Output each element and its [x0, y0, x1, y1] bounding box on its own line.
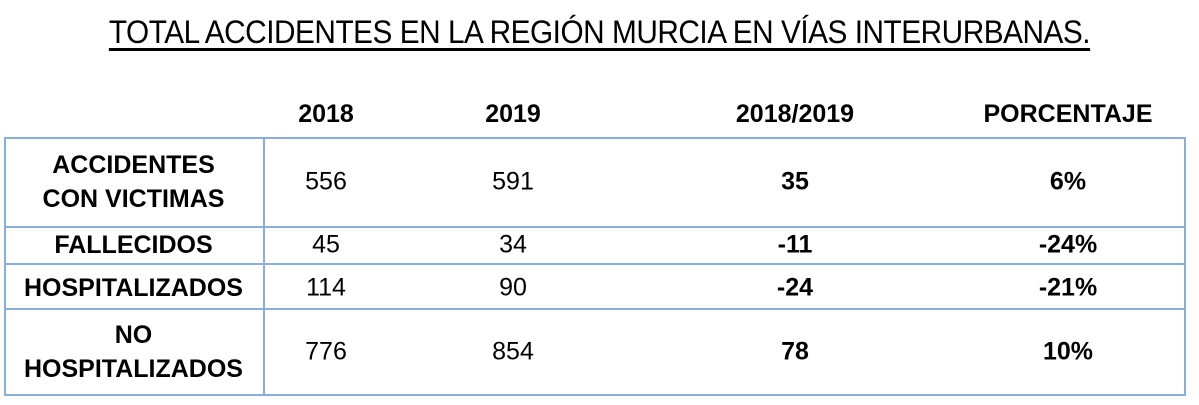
row-label-no-hospitalizados: NO HOSPITALIZADOS [24, 321, 243, 383]
row-label-fallecidos: FALLECIDOS [54, 231, 213, 259]
table-header: 2018 2019 2018/2019 PORCENTAJE [0, 100, 1199, 136]
row-label-accidentes: ACCIDENTES CON VICTIMAS [42, 151, 225, 213]
column-header-difference: 2018/2019 [735, 100, 855, 128]
cell-difference: 35 [781, 167, 809, 196]
cell-2019: 90 [499, 273, 527, 302]
cell-2018: 45 [312, 230, 340, 259]
cell-percentage: 6% [1049, 167, 1087, 196]
row-divider [4, 308, 1186, 310]
cell-2019: 854 [492, 337, 534, 366]
row-divider [4, 263, 1186, 265]
cell-2018: 114 [306, 273, 346, 302]
column-header-percentage: PORCENTAJE [983, 100, 1153, 128]
cell-2018: 776 [305, 337, 347, 366]
column-header-2019: 2019 [485, 100, 541, 128]
cell-difference: 78 [781, 337, 809, 366]
cell-percentage: -21% [1038, 273, 1098, 302]
cell-difference: -24 [776, 273, 814, 302]
row-label-hospitalizados: HOSPITALIZADOS [24, 274, 243, 302]
cell-percentage: -24% [1038, 230, 1098, 259]
data-table [4, 137, 1186, 396]
column-header-2018: 2018 [298, 100, 354, 128]
cell-percentage: 10% [1042, 337, 1094, 366]
cell-2018: 556 [305, 167, 347, 196]
cell-2019: 34 [499, 230, 527, 259]
cell-difference: -11 [777, 230, 813, 259]
row-divider [4, 226, 1186, 228]
page-title: TOTAL ACCIDENTES EN LA REGIÓN MURCIA EN … [108, 14, 1091, 50]
cell-2019: 591 [492, 167, 534, 196]
column-divider [263, 137, 265, 396]
